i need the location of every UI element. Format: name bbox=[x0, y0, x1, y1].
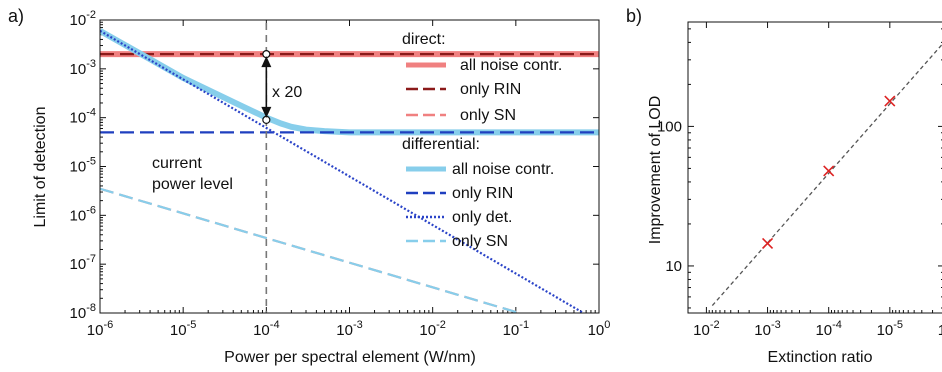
arrow-up-head bbox=[261, 56, 272, 68]
x-tick-label: 10-5 bbox=[877, 319, 903, 339]
x-tick-label: 10-2 bbox=[419, 319, 445, 339]
series-line-differential-only-sn bbox=[100, 187, 520, 313]
panel-label-a: a) bbox=[8, 6, 24, 26]
legend-label: only SN bbox=[452, 233, 508, 250]
y-tick-label: 10-7 bbox=[70, 253, 96, 273]
series-line-differential-all-noise-contr- bbox=[100, 28, 599, 136]
panel-a-series bbox=[100, 28, 599, 313]
fit-line bbox=[711, 43, 942, 306]
panel-a-annotations: x 20 current power level bbox=[152, 84, 302, 193]
current-label-line1: current bbox=[152, 155, 202, 172]
series-line-differential-only-det- bbox=[100, 29, 584, 313]
legend-label: only RIN bbox=[452, 185, 513, 202]
legend-header-differential: differential: bbox=[402, 136, 480, 153]
panel-b-frame bbox=[687, 21, 942, 314]
y-tick-label: 10-5 bbox=[70, 156, 96, 176]
data-point bbox=[823, 165, 835, 177]
arrow-down-head bbox=[261, 106, 272, 118]
panel-a-frame bbox=[99, 19, 600, 314]
y-tick-label: 10-4 bbox=[70, 107, 96, 127]
x-tick-label: 10-1 bbox=[503, 319, 529, 339]
data-point bbox=[761, 237, 774, 249]
legend-label: only SN bbox=[460, 107, 516, 124]
data-point bbox=[884, 95, 896, 107]
x-tick-label: 10-2 bbox=[693, 319, 719, 339]
panel-b-series bbox=[711, 43, 942, 306]
x-tick-label: 10-3 bbox=[336, 319, 362, 339]
factor-label: x 20 bbox=[272, 84, 302, 101]
y-tick-label: 10-2 bbox=[70, 9, 96, 29]
panel-b-ticks: 10-2 10-3 10-4 10-5 10-6 10 100 bbox=[657, 22, 942, 339]
panel-a-xlabel: Power per spectral element (W/nm) bbox=[224, 349, 476, 366]
legend-label: all noise contr. bbox=[460, 57, 562, 74]
x-tick-label: 100 bbox=[588, 319, 611, 339]
panel-a-legend: direct: differential: all noise contr. only… bbox=[402, 31, 562, 250]
panel-a-ticks: 10-6 10-5 10-4 10-3 10-2 10-1 100 10-8 10-7 10-6 1… bbox=[70, 9, 611, 339]
y-tick-label: 10 bbox=[665, 258, 682, 275]
y-tick-label: 10-6 bbox=[70, 204, 96, 224]
current-power-vline bbox=[261, 23, 272, 313]
current-label-line2: power level bbox=[152, 176, 233, 193]
panel-a-ylabel: Limit of detection bbox=[32, 107, 49, 228]
legend-label: only det. bbox=[452, 209, 512, 226]
panel-b-ylabel: Improvement of LOD bbox=[647, 96, 664, 245]
y-tick-label: 10-8 bbox=[70, 302, 96, 322]
y-tick-label: 100 bbox=[657, 118, 682, 135]
legend-label: all noise contr. bbox=[452, 161, 554, 178]
x-tick-label: 10-6 bbox=[938, 319, 942, 339]
panel-b-xlabel: Extinction ratio bbox=[768, 349, 873, 366]
legend-label: only RIN bbox=[460, 81, 521, 98]
panel-label-b: b) bbox=[626, 6, 642, 26]
x-tick-label: 10-4 bbox=[815, 319, 841, 339]
y-tick-label: 10-3 bbox=[70, 58, 96, 78]
x-tick-label: 10-3 bbox=[754, 319, 780, 339]
x-tick-label: 10-6 bbox=[87, 319, 113, 339]
panel-b: b) 10-2 10-3 10-4 10-5 10-6 10 100 Extinction … bbox=[626, 6, 942, 366]
x-tick-label: 10-4 bbox=[253, 319, 279, 339]
x-tick-label: 10-5 bbox=[170, 319, 196, 339]
panel-a: a) 10-6 10-5 10-4 10-3 10-2 10-1 10010-810-710… bbox=[8, 6, 610, 366]
legend-header-direct: direct: bbox=[402, 31, 446, 48]
